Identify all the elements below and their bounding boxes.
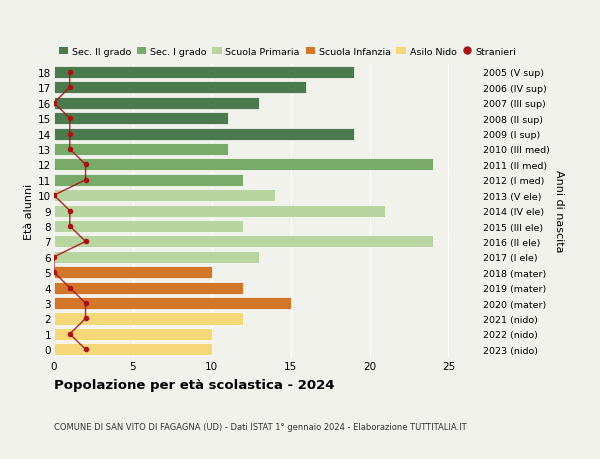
Point bbox=[65, 285, 74, 292]
Bar bbox=[54, 313, 244, 325]
Bar bbox=[54, 174, 244, 186]
Point bbox=[49, 192, 59, 199]
Point bbox=[65, 223, 74, 230]
Bar bbox=[54, 128, 354, 140]
Bar bbox=[54, 67, 354, 78]
Point bbox=[65, 115, 74, 123]
Point bbox=[49, 254, 59, 261]
Bar bbox=[54, 297, 290, 309]
Text: COMUNE DI SAN VITO DI FAGAGNA (UD) - Dati ISTAT 1° gennaio 2024 - Elaborazione T: COMUNE DI SAN VITO DI FAGAGNA (UD) - Dat… bbox=[54, 422, 467, 431]
Bar bbox=[54, 282, 244, 294]
Bar bbox=[54, 82, 307, 94]
Bar bbox=[54, 144, 227, 156]
Point bbox=[65, 84, 74, 92]
Y-axis label: Età alunni: Età alunni bbox=[24, 183, 34, 239]
Point bbox=[65, 69, 74, 76]
Bar bbox=[54, 267, 212, 279]
Bar bbox=[54, 344, 212, 356]
Point bbox=[81, 300, 91, 307]
Bar bbox=[54, 251, 259, 263]
Bar bbox=[54, 159, 433, 171]
Point bbox=[81, 177, 91, 184]
Bar bbox=[54, 97, 259, 110]
Point bbox=[49, 269, 59, 276]
Point bbox=[81, 161, 91, 168]
Point bbox=[81, 238, 91, 246]
Point bbox=[65, 207, 74, 215]
Bar bbox=[54, 205, 385, 217]
Text: Popolazione per età scolastica - 2024: Popolazione per età scolastica - 2024 bbox=[54, 379, 335, 392]
Bar bbox=[54, 220, 244, 233]
Bar bbox=[54, 236, 433, 248]
Point bbox=[65, 146, 74, 153]
Point bbox=[65, 130, 74, 138]
Bar bbox=[54, 113, 227, 125]
Point bbox=[81, 315, 91, 323]
Y-axis label: Anni di nascita: Anni di nascita bbox=[554, 170, 563, 252]
Legend: Sec. II grado, Sec. I grado, Scuola Primaria, Scuola Infanzia, Asilo Nido, Stran: Sec. II grado, Sec. I grado, Scuola Prim… bbox=[59, 47, 516, 56]
Bar bbox=[54, 190, 275, 202]
Bar bbox=[54, 328, 212, 340]
Point bbox=[65, 330, 74, 338]
Point bbox=[81, 346, 91, 353]
Point bbox=[49, 100, 59, 107]
